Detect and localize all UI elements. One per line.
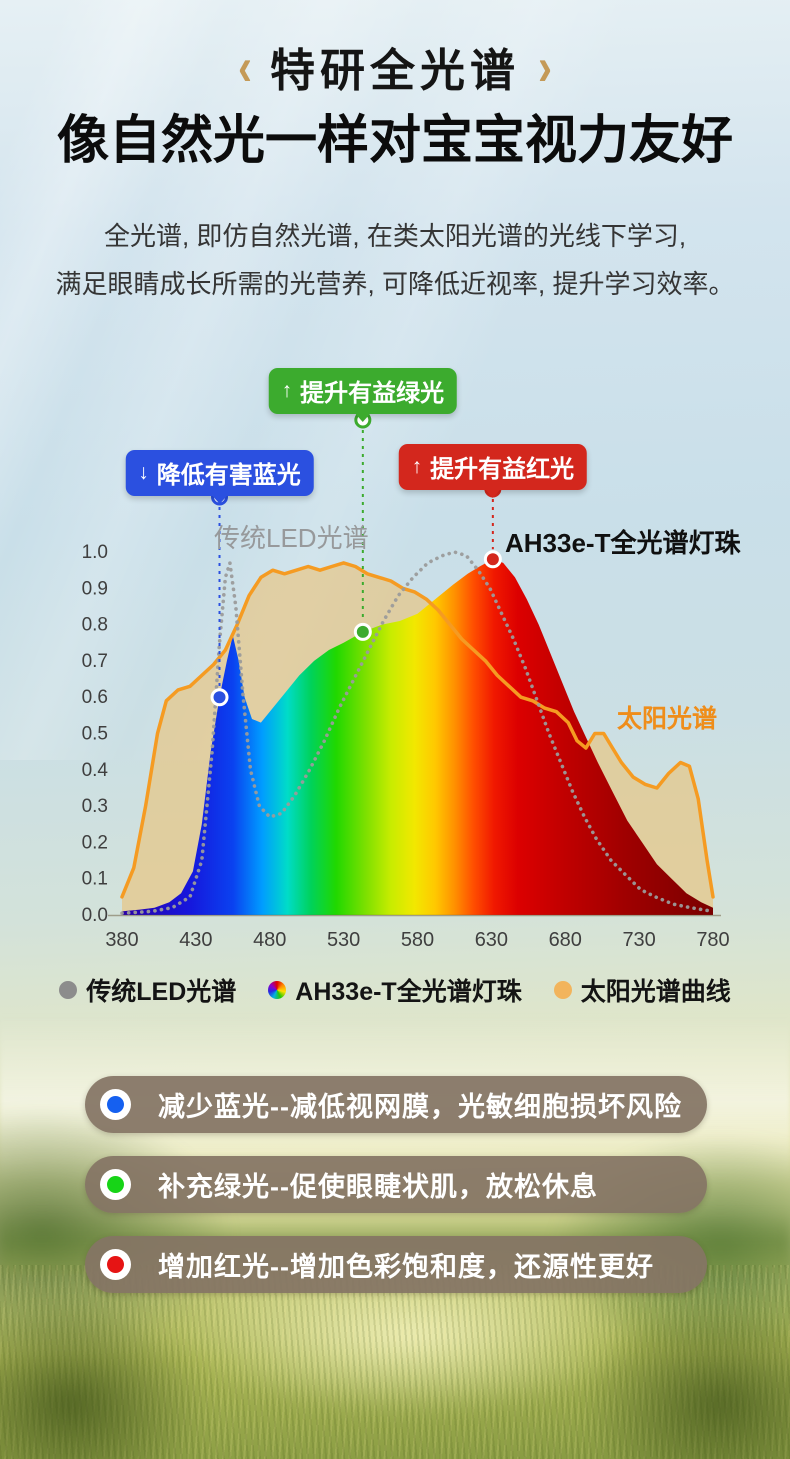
svg-text:480: 480 (253, 929, 286, 951)
callout-pointer (211, 495, 228, 504)
benefit-text: 补充绿光--促使眼睫状肌，放松休息 (158, 1172, 598, 1202)
callout-label: 提升有益红光 (430, 456, 575, 483)
callout-reduce-blue-light: ↓ 降低有害蓝光 (125, 450, 314, 504)
description-line-2: 满足眼睛成长所需的光营养, 可降低近视率, 提升学习效率。 (55, 269, 735, 300)
svg-text:0.4: 0.4 (82, 760, 109, 781)
rainbow-dot-icon (268, 981, 287, 999)
svg-text:1.0: 1.0 (82, 542, 108, 563)
section-title: 特研全光谱 (269, 45, 520, 96)
svg-text:0.3: 0.3 (82, 796, 108, 817)
svg-text:630: 630 (475, 929, 508, 951)
svg-text:780: 780 (696, 929, 729, 951)
chart-legend: 传统LED光谱 AH33e-T全光谱灯珠 太阳光谱曲线 (0, 972, 790, 1008)
svg-text:0.5: 0.5 (82, 724, 108, 745)
benefit-bar-blue: 减少蓝光--减低视网膜，光敏细胞损坏风险 (85, 1076, 707, 1133)
callout-pointer (354, 413, 371, 422)
svg-text:530: 530 (327, 929, 360, 951)
callout-label: 降低有害蓝光 (156, 462, 301, 489)
callout-label: 提升有益绿光 (300, 380, 445, 407)
legend-label: AH33e-T全光谱灯珠 (295, 978, 522, 1006)
section-title-row: ‹ 特研全光谱 › (0, 34, 790, 99)
arrow-down-icon: ↓ (138, 460, 149, 484)
description-line-1: 全光谱, 即仿自然光谱, 在类太阳光谱的光线下学习, (103, 221, 687, 251)
svg-text:0.6: 0.6 (82, 687, 108, 708)
legend-item-sun: 太阳光谱曲线 (553, 972, 731, 1008)
benefit-bar-red: 增加红光--增加色彩饱和度，还源性更好 (85, 1236, 707, 1293)
benefit-text: 减少蓝光--减低视网膜，光敏细胞损坏风险 (158, 1092, 682, 1122)
page-headline: 像自然光一样对宝宝视力友好 (56, 112, 733, 170)
svg-text:380: 380 (105, 929, 138, 951)
legend-label: 传统LED光谱 (86, 978, 237, 1006)
callout-pointer (484, 489, 501, 498)
right-bracket-ornament: › (538, 36, 552, 96)
red-dot-badge (100, 1249, 131, 1280)
red-dot-icon (107, 1256, 124, 1273)
grass-corner-right (580, 1299, 790, 1459)
svg-text:430: 430 (179, 929, 212, 951)
spectrum-chart: 0.0 0.1 0.2 0.3 0.4 0.5 0.6 0.7 0.8 0.9 1.0 380 430 4… (82, 411, 730, 951)
led-curve-label: 传统LED光谱 (214, 523, 369, 553)
arrow-up-icon: ↑ (411, 454, 423, 478)
blue-dot-badge (100, 1089, 131, 1120)
svg-text:0.7: 0.7 (82, 651, 108, 672)
svg-text:0.2: 0.2 (82, 832, 108, 853)
svg-text:580: 580 (401, 929, 434, 951)
legend-label: 太阳光谱曲线 (580, 978, 731, 1006)
svg-text:0.8: 0.8 (82, 615, 108, 636)
green-dot-icon (107, 1176, 124, 1193)
svg-text:0.0: 0.0 (82, 905, 108, 926)
orange-dot-icon (553, 981, 572, 999)
benefit-bar-green: 补充绿光--促使眼睫状肌，放松休息 (85, 1156, 707, 1213)
gray-dot-icon (59, 981, 78, 999)
svg-text:0.9: 0.9 (82, 578, 108, 599)
callout-boost-red-light: ↑ 提升有益红光 (398, 444, 588, 498)
green-dot-badge (100, 1169, 131, 1200)
legend-item-full-spectrum: AH33e-T全光谱灯珠 (268, 972, 522, 1008)
left-bracket-ornament: ‹ (237, 36, 252, 96)
benefit-text: 增加红光--增加色彩饱和度，还源性更好 (158, 1252, 654, 1282)
arrow-up-icon: ↑ (281, 378, 293, 402)
legend-item-led: 传统LED光谱 (59, 972, 236, 1008)
description-text: 全光谱, 即仿自然光谱, 在类太阳光谱的光线下学习, 满足眼睛成长所需的光营养,… (0, 212, 790, 308)
sun-curve-label: 太阳光谱 (617, 705, 718, 733)
callout-boost-green-light: ↑ 提升有益绿光 (268, 368, 458, 422)
svg-text:680: 680 (549, 929, 582, 951)
grass-corner-left (0, 1299, 210, 1459)
full-spectrum-curve-label: AH33e-T全光谱灯珠 (505, 528, 741, 558)
svg-text:730: 730 (622, 929, 655, 951)
svg-text:0.1: 0.1 (82, 869, 108, 890)
blue-dot-icon (107, 1096, 124, 1113)
